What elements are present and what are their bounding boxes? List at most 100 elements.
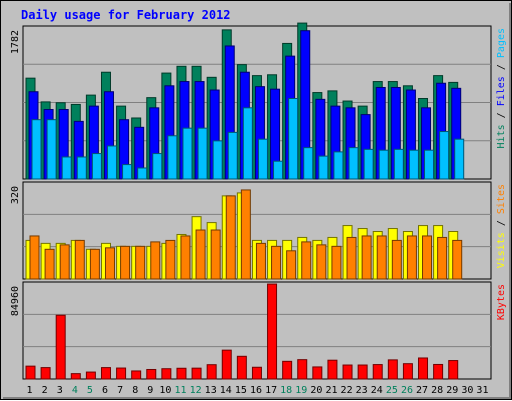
bar-sites-day-4 [74,239,85,280]
bar-kbytes-day-8 [131,370,142,380]
bar-sites-day-10 [165,239,176,280]
bar-pages-day-14 [227,131,238,180]
bar-kbytes-day-5 [85,371,96,380]
bar-sites-day-8 [135,245,146,280]
bar-sites-day-27 [422,235,433,280]
bar-pages-day-19 [303,147,314,180]
bar-sites-day-12 [195,229,206,280]
legend-item-files: Files [496,76,507,106]
x-tick-day-18: 18 [280,385,292,396]
bar-pages-day-9 [152,153,163,180]
bar-pages-day-18 [288,98,299,180]
bar-kbytes-day-14 [221,349,232,380]
x-tick-day-7: 7 [117,385,123,396]
legend-separator: / [496,214,507,232]
x-tick-day-9: 9 [147,385,153,396]
bar-pages-day-22 [348,147,359,180]
bar-sites-day-2 [44,248,55,280]
bar-kbytes-day-28 [433,363,444,380]
bar-pages-day-11 [182,127,193,180]
bar-sites-day-21 [331,245,342,280]
legend-requests: Hits / Files / Pages [496,28,507,148]
x-tick-day-11: 11 [174,385,186,396]
legend-item-visits: Visits [496,232,507,268]
bar-sites-day-17 [271,245,282,280]
x-tick-day-31: 31 [476,385,488,396]
bar-kbytes-day-13 [206,364,217,380]
x-tick-day-22: 22 [341,385,353,396]
bar-pages-day-17 [273,160,284,180]
bar-kbytes-day-29 [448,360,459,380]
bar-sites-day-19 [301,241,312,280]
bar-kbytes-day-16 [251,366,262,380]
legend-item-sites: Sites [496,184,507,214]
bar-kbytes-day-2 [40,367,51,380]
bar-kbytes-day-24 [372,364,383,380]
x-tick-day-16: 16 [250,385,262,396]
x-tick-day-29: 29 [446,385,458,396]
bar-pages-day-6 [106,145,117,180]
bar-pages-day-2 [46,119,57,180]
bar-pages-day-3 [61,156,72,180]
legend-item-hits: Hits [496,124,507,148]
bar-sites-day-22 [346,236,357,280]
bar-pages-day-24 [378,149,389,180]
bar-sites-day-26 [406,235,417,280]
bar-kbytes-day-20 [312,366,323,380]
bar-sites-day-14 [225,195,236,280]
bar-pages-day-28 [439,131,450,180]
x-tick-day-20: 20 [310,385,322,396]
bar-pages-day-25 [393,148,404,180]
bar-kbytes-day-23 [357,364,368,380]
bar-pages-day-26 [408,149,419,180]
panel-traffic [22,281,492,380]
x-tick-day-5: 5 [87,385,93,396]
bar-kbytes-day-3 [55,314,66,380]
bar-pages-day-4 [76,156,87,180]
legend-item-pages: Pages [496,28,507,58]
x-tick-day-21: 21 [325,385,337,396]
bar-sites-day-13 [210,229,221,280]
x-tick-day-14: 14 [220,385,232,396]
bar-sites-day-24 [376,235,387,280]
x-tick-day-28: 28 [431,385,443,396]
ymax-label-requests: 1782 [10,30,21,54]
x-tick-day-25: 25 [386,385,398,396]
x-tick-day-26: 26 [401,385,413,396]
bar-sites-day-7 [120,245,131,280]
legend-item-kbytes: KBytes [496,284,507,320]
bar-sites-day-1 [29,235,40,280]
x-tick-day-1: 1 [27,385,33,396]
x-tick-day-24: 24 [371,385,383,396]
x-tick-day-2: 2 [42,385,48,396]
bar-kbytes-day-22 [342,364,353,380]
bar-pages-day-20 [318,155,329,180]
bar-kbytes-day-26 [402,363,413,380]
bar-pages-day-29 [454,138,465,180]
bar-pages-day-21 [333,151,344,180]
bar-sites-day-9 [150,241,161,280]
x-tick-day-8: 8 [132,385,138,396]
bar-kbytes-day-1 [25,365,36,380]
bar-kbytes-day-19 [297,359,308,380]
x-tick-day-12: 12 [190,385,202,396]
x-tick-day-3: 3 [57,385,63,396]
bar-pages-day-13 [212,140,223,180]
bar-sites-day-16 [255,242,266,280]
bar-pages-day-1 [31,119,42,180]
ymax-label-traffic: 84960 [10,286,21,316]
bar-kbytes-day-21 [327,359,338,380]
bar-kbytes-day-25 [387,359,398,380]
bar-sites-day-5 [89,248,100,280]
legend-separator: / [496,106,507,124]
bar-sites-day-20 [316,244,327,280]
bar-kbytes-day-17 [267,283,278,380]
bar-pages-day-27 [424,149,435,180]
bar-sites-day-23 [361,235,372,280]
bar-pages-day-7 [122,164,133,180]
bar-kbytes-day-27 [418,357,429,380]
bar-kbytes-day-15 [236,355,247,380]
bar-kbytes-day-9 [146,368,157,380]
